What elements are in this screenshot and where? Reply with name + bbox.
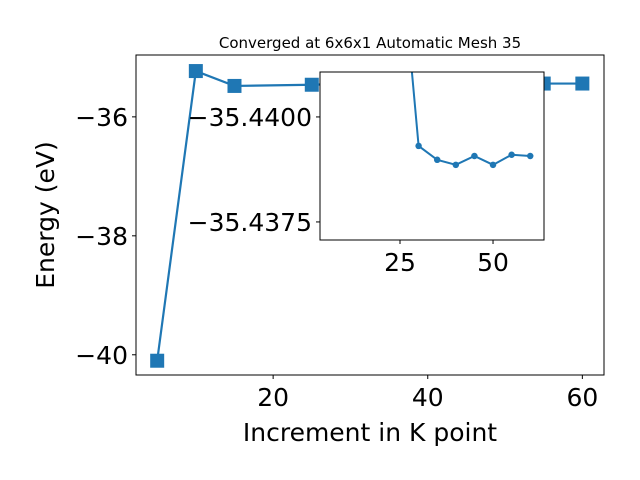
x-tick-label: 25 [384, 248, 416, 277]
plot-series [410, 72, 534, 169]
marker [452, 161, 460, 169]
y-tick-label: −40 [75, 341, 128, 370]
y-tick-label: −38 [75, 222, 128, 251]
axes-frame [135, 54, 605, 376]
y-tick-label: −36 [75, 103, 128, 132]
axes-frame [319, 71, 545, 241]
x-tick-label: 60 [566, 383, 598, 412]
marker [415, 142, 422, 150]
chart-title: Converged at 6x6x1 Automatic Mesh 35 [219, 34, 521, 52]
marker [489, 161, 497, 169]
marker [526, 152, 534, 160]
x-tick-label: 50 [477, 248, 509, 277]
marker [304, 77, 319, 92]
x-tick-label: 40 [412, 383, 444, 412]
x-tick-label: 20 [257, 383, 289, 412]
line [410, 72, 531, 166]
marker [150, 353, 165, 368]
marker [433, 156, 441, 164]
marker [575, 76, 590, 91]
marker [227, 78, 242, 93]
marker [188, 64, 203, 79]
marker [508, 151, 515, 158]
y-axis-label: Energy (eV) [31, 141, 60, 288]
x-axis-label: Increment in K point [243, 418, 497, 447]
y-tick-label: −35.4400 [188, 103, 312, 132]
marker [471, 152, 478, 160]
y-tick-label: −35.4375 [188, 208, 312, 237]
